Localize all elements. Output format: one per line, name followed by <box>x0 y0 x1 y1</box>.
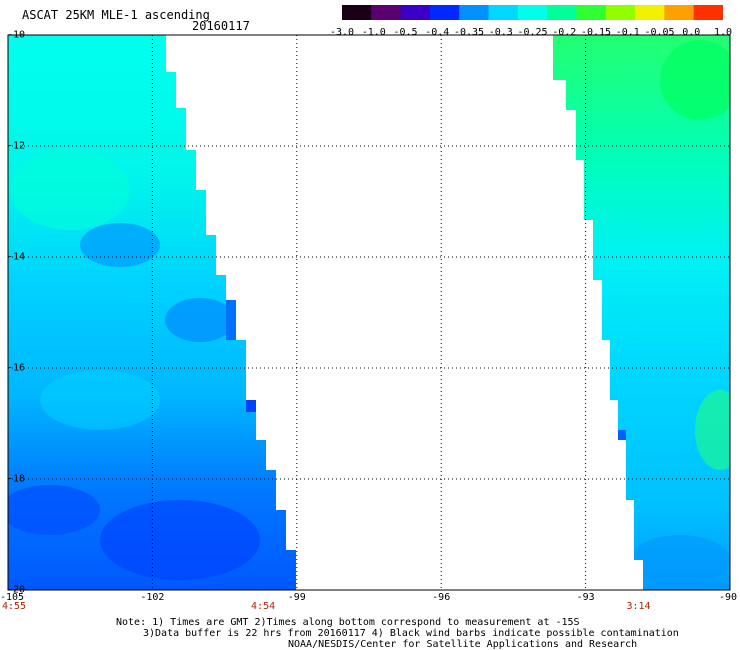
colorbar-tick-label: -0.35 <box>453 27 485 38</box>
swath-left <box>8 35 296 590</box>
colorbar-tick-label: -0.15 <box>580 27 612 38</box>
date-label: 20160117 <box>192 19 250 33</box>
colorbar <box>342 5 723 20</box>
colorbar-segment <box>693 5 723 20</box>
colorbar-tick-label: -1.0 <box>361 27 386 38</box>
latitude-label: -12 <box>7 140 26 152</box>
colorbar-segment <box>429 5 460 20</box>
colorbar-tick-label: 1.0 <box>713 27 733 38</box>
latitude-label: -10 <box>7 29 26 41</box>
colorbar-segment <box>576 5 607 20</box>
pass-time-label: 4:55 <box>1 601 27 612</box>
colorbar-tick-label: -0.05 <box>644 27 675 38</box>
longitude-label: -102 <box>140 592 165 603</box>
longitude-label: -105 <box>0 592 25 603</box>
note-line-2: 3)Data buffer is 22 hrs from 20160117 4)… <box>143 628 679 639</box>
colorbar-tick-label: -0.1 <box>615 27 640 38</box>
colorbar-segment <box>547 5 577 20</box>
note-line-3: NOAA/NESDIS/Center for Satellite Applica… <box>288 639 638 650</box>
colorbar-segment <box>635 5 665 20</box>
colorbar-segment <box>459 5 490 20</box>
colorbar-tick-label: -0.5 <box>393 27 418 38</box>
colorbar-tick-label: -0.25 <box>517 27 548 38</box>
pass-time-label: 3:14 <box>626 601 651 612</box>
colorbar-tick-label: -3.0 <box>329 27 355 38</box>
latitude-label: -20 <box>7 584 26 596</box>
latitude-label: -14 <box>7 251 26 263</box>
colorbar-segment <box>517 5 548 20</box>
colorbar-segment <box>488 5 519 20</box>
colorbar-segment <box>664 5 695 20</box>
plot-frame <box>7 34 731 591</box>
pass-time-label: 4:54 <box>251 601 276 612</box>
colorbar-segment <box>371 5 402 20</box>
product-title: ASCAT 25KM MLE-1 ascending <box>22 8 210 22</box>
colorbar-tick-label: 0.0 <box>682 27 701 38</box>
latitude-label: -16 <box>7 362 26 374</box>
longitude-label: -96 <box>432 592 451 603</box>
latitude-label: -18 <box>7 473 26 485</box>
colorbar-tick-label: -0.2 <box>552 27 577 38</box>
longitude-label: -99 <box>287 592 306 603</box>
longitude-label: -93 <box>576 592 595 603</box>
colorbar-segment <box>342 5 372 20</box>
colorbar-segment <box>400 5 431 20</box>
note-line-1: Note: 1) Times are GMT 2)Times along bot… <box>116 617 580 628</box>
colorbar-tick-label: -0.4 <box>425 27 450 38</box>
swath-right <box>553 35 730 590</box>
longitude-label: -90 <box>718 592 738 603</box>
colorbar-segment <box>605 5 636 20</box>
colorbar-tick-label: -0.3 <box>488 27 513 38</box>
